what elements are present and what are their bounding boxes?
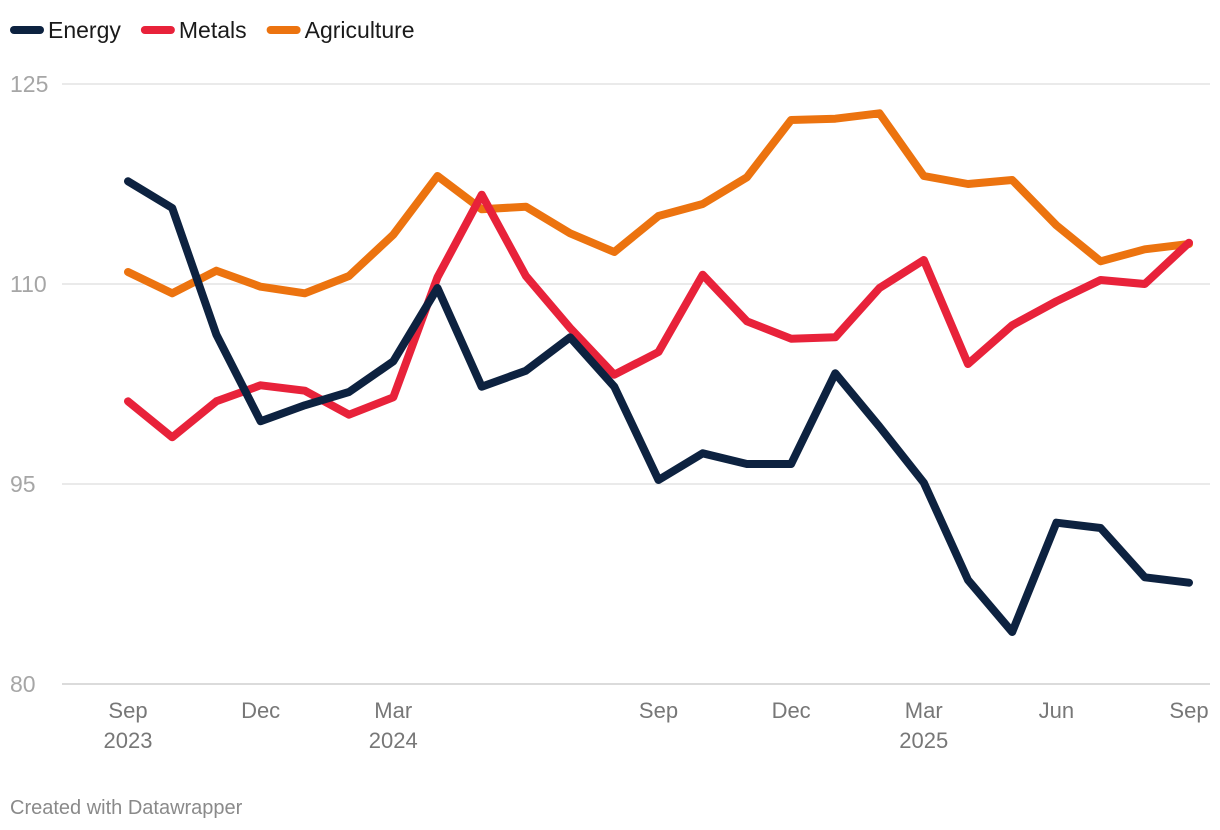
x-tick-year-2023: 2023 (104, 728, 153, 753)
series-line-metals (124, 190, 1193, 442)
x-tick-year-2024: 2024 (369, 728, 418, 753)
series-line-agriculture (124, 109, 1193, 298)
legend-label-energy: Energy (48, 17, 121, 43)
y-tick-label-80: 80 (10, 671, 36, 697)
gridlines (62, 83, 1210, 685)
x-tick-label-sep-12: Sep (639, 698, 678, 723)
y-tick-label-95: 95 (10, 471, 36, 497)
x-tick-label-sep-24: Sep (1169, 698, 1208, 723)
legend-label-metals: Metals (179, 17, 247, 43)
x-tick-label-dec-15: Dec (772, 698, 811, 723)
series-line-energy (124, 177, 1193, 636)
credit-text: Created with Datawrapper (10, 797, 243, 819)
legend-label-agriculture: Agriculture (305, 17, 415, 43)
y-tick-label-125: 125 (10, 71, 48, 97)
y-axis-ticks: 80 95 110 125 (10, 71, 48, 697)
y-tick-label-110: 110 (10, 271, 47, 297)
series-lines (124, 109, 1193, 636)
legend: Energy Metals Agriculture (10, 17, 415, 43)
x-tick-label-mar-18: Mar (905, 698, 943, 723)
x-tick-label-dec-3: Dec (241, 698, 280, 723)
x-tick-label-jun-21: Jun (1039, 698, 1074, 723)
x-tick-year-2025: 2025 (899, 728, 948, 753)
x-tick-label-sep-0: Sep (108, 698, 147, 723)
x-tick-label-mar-6: Mar (374, 698, 412, 723)
x-axis-ticks: Sep 2023 Dec Mar 2024 Sep Dec Mar 2025 Jun Sep (104, 698, 1209, 753)
